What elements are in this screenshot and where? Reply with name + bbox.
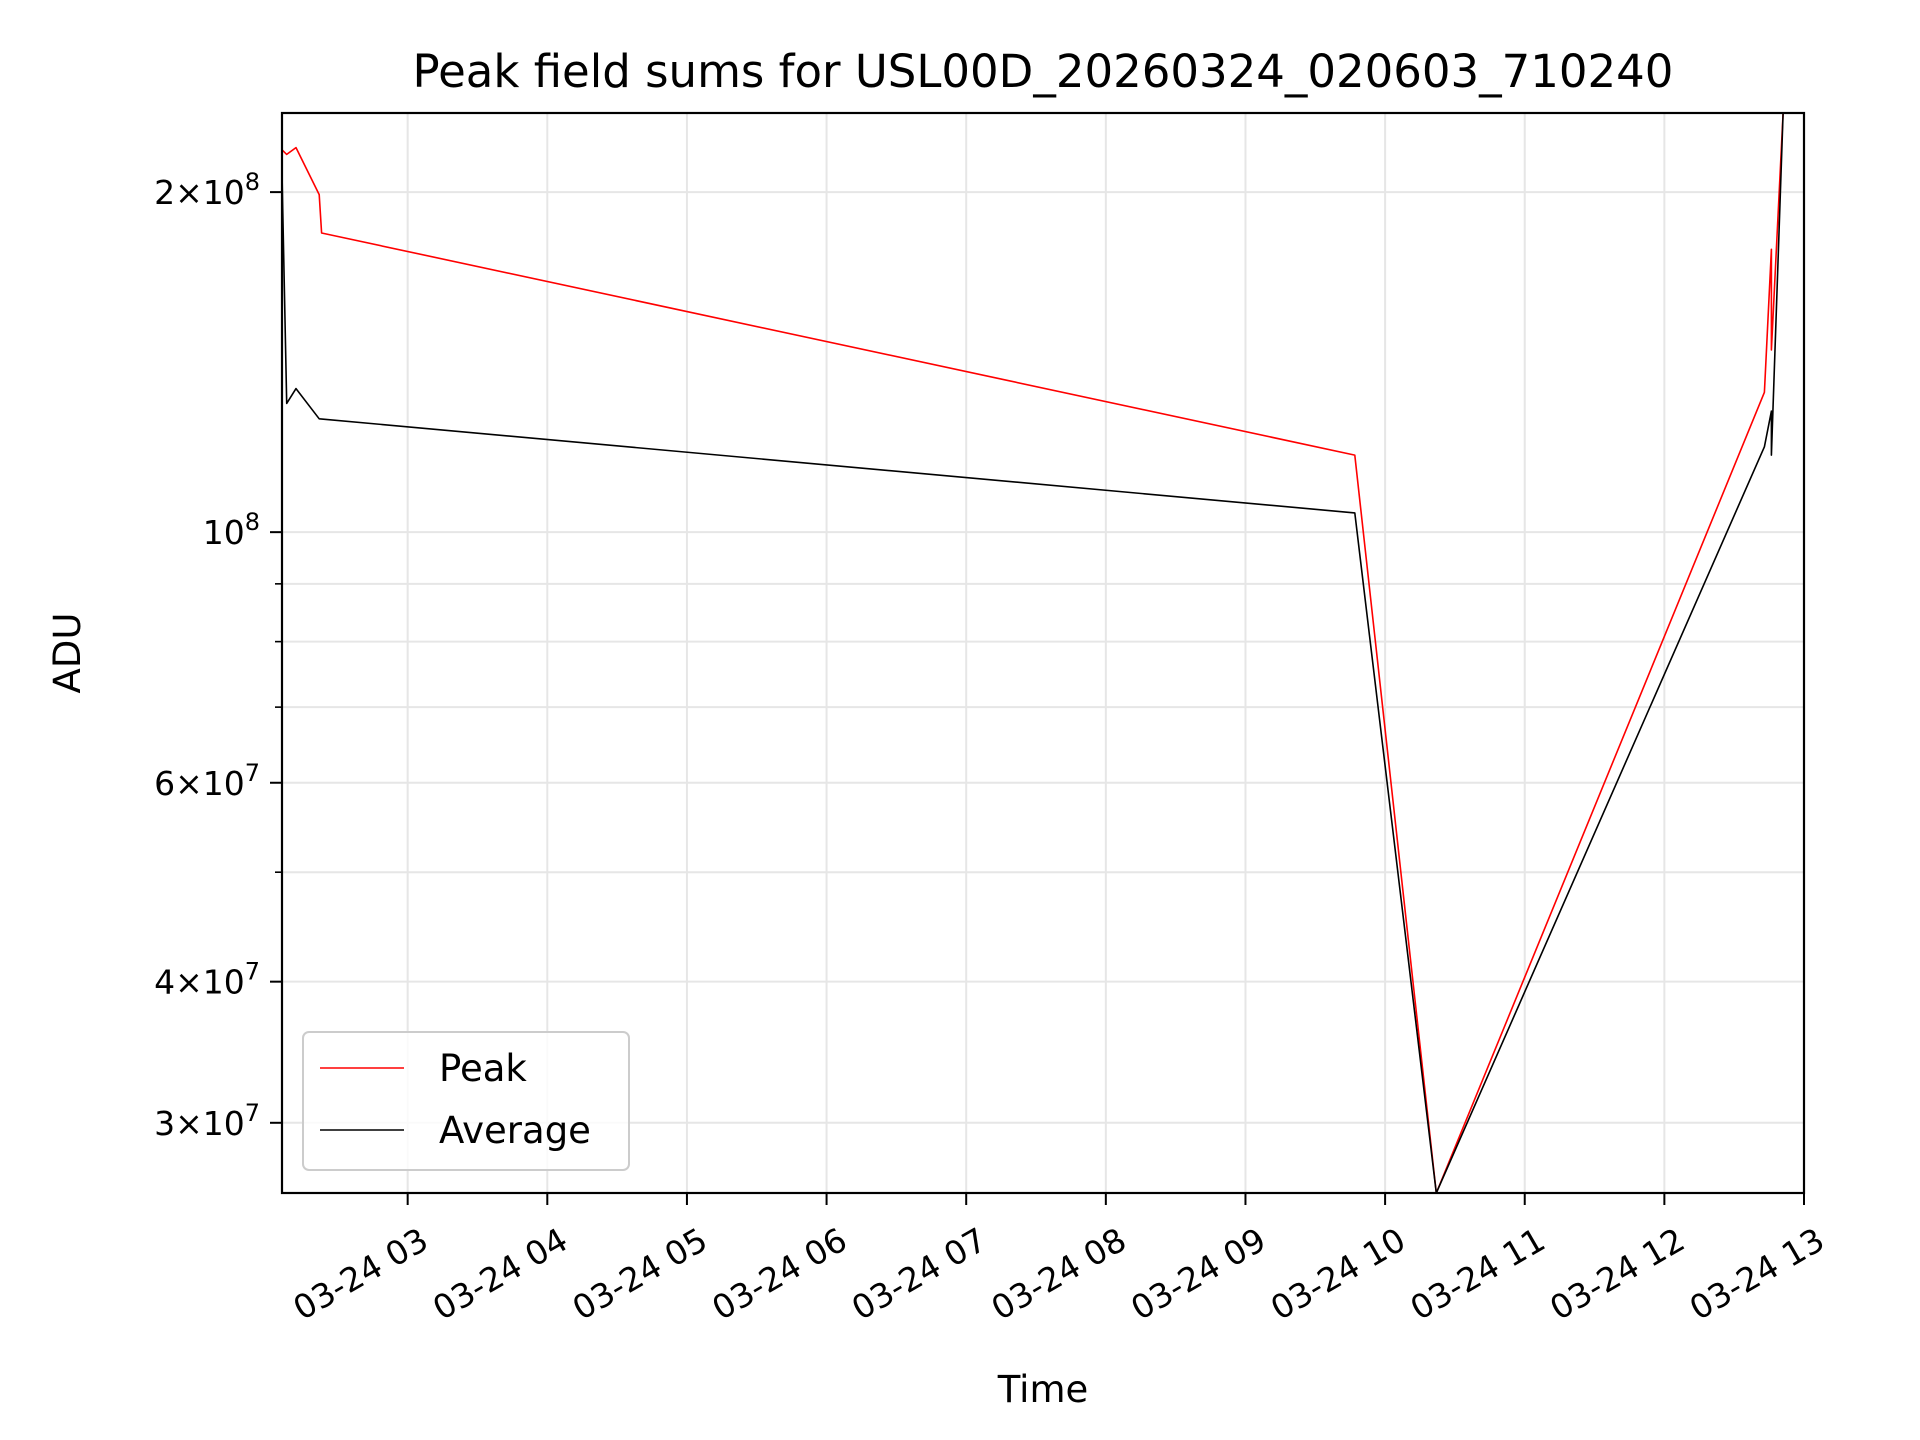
x-axis-label: Time — [997, 1368, 1089, 1411]
legend-box — [302, 1031, 630, 1171]
y-tick-label: 3×107 — [154, 1099, 260, 1143]
y-tick-label: 4×107 — [154, 958, 260, 1002]
series-line-peak — [282, 113, 1784, 1193]
plot-lines — [282, 113, 1784, 1193]
y-tick-label: 2×108 — [154, 168, 260, 212]
legend-label-peak: Peak — [439, 1047, 527, 1090]
y-tick-label: 6×107 — [154, 759, 260, 803]
plot-frame — [280, 111, 1806, 1195]
legend: Peak Average — [302, 1031, 630, 1171]
y-axis-label: ADU — [46, 613, 89, 694]
y-tick-label: 108 — [203, 508, 260, 552]
series-line-average — [282, 113, 1784, 1193]
legend-label-average: Average — [439, 1109, 591, 1152]
chart-title: Peak field sums for USL00D_20260324_0206… — [413, 45, 1674, 98]
